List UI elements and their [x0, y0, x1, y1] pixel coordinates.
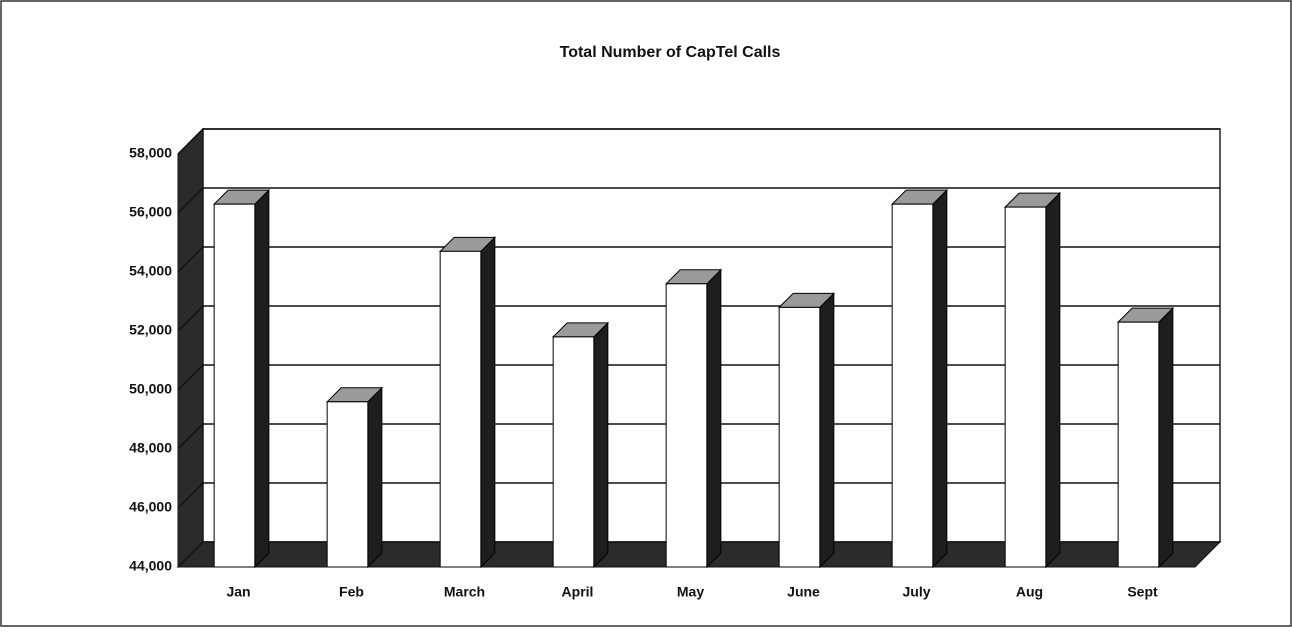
bar [439, 250, 482, 568]
bar [213, 203, 256, 568]
bar-side [367, 386, 383, 569]
bar-side [1045, 191, 1061, 569]
bar-side [593, 321, 609, 569]
bar [326, 401, 369, 568]
x-tick-label: March [444, 584, 485, 600]
bar [552, 336, 595, 568]
bar [665, 283, 708, 568]
grid-line [177, 482, 1220, 509]
x-tick-label: Jan [226, 584, 250, 600]
grid-line [177, 187, 1220, 214]
side-wall [177, 127, 204, 569]
y-tick-label: 54,000 [129, 263, 172, 279]
grid-line [177, 364, 1220, 391]
y-tick-label: 58,000 [129, 145, 172, 161]
y-tick-label: 52,000 [129, 322, 172, 338]
bar-side [1158, 306, 1174, 569]
x-tick-label: July [902, 584, 930, 600]
x-tick-label: Feb [339, 584, 364, 600]
bar-side [706, 268, 722, 569]
bar [891, 203, 934, 568]
y-tick-label: 48,000 [129, 440, 172, 456]
y-tick-label: 44,000 [129, 558, 172, 574]
y-tick-label: 56,000 [129, 204, 172, 220]
grid-line [177, 423, 1220, 450]
y-tick-label: 46,000 [129, 499, 172, 515]
bar [1004, 206, 1047, 568]
bar-side [819, 292, 835, 569]
x-tick-label: Aug [1016, 584, 1043, 600]
grid-line [177, 305, 1220, 332]
x-tick-label: April [562, 584, 594, 600]
bar-side [480, 236, 496, 569]
x-tick-label: Sept [1127, 584, 1158, 600]
y-tick-label: 50,000 [129, 381, 172, 397]
grid-line [177, 541, 1220, 568]
grid-line [177, 246, 1220, 273]
grid-line [177, 128, 1220, 155]
bar-side [932, 188, 948, 569]
x-tick-label: June [787, 584, 820, 600]
chart-title: Total Number of CapTel Calls [560, 44, 781, 61]
bar [1117, 321, 1160, 568]
x-tick-label: May [677, 584, 704, 600]
bar-side [254, 188, 270, 569]
bar [778, 306, 821, 568]
